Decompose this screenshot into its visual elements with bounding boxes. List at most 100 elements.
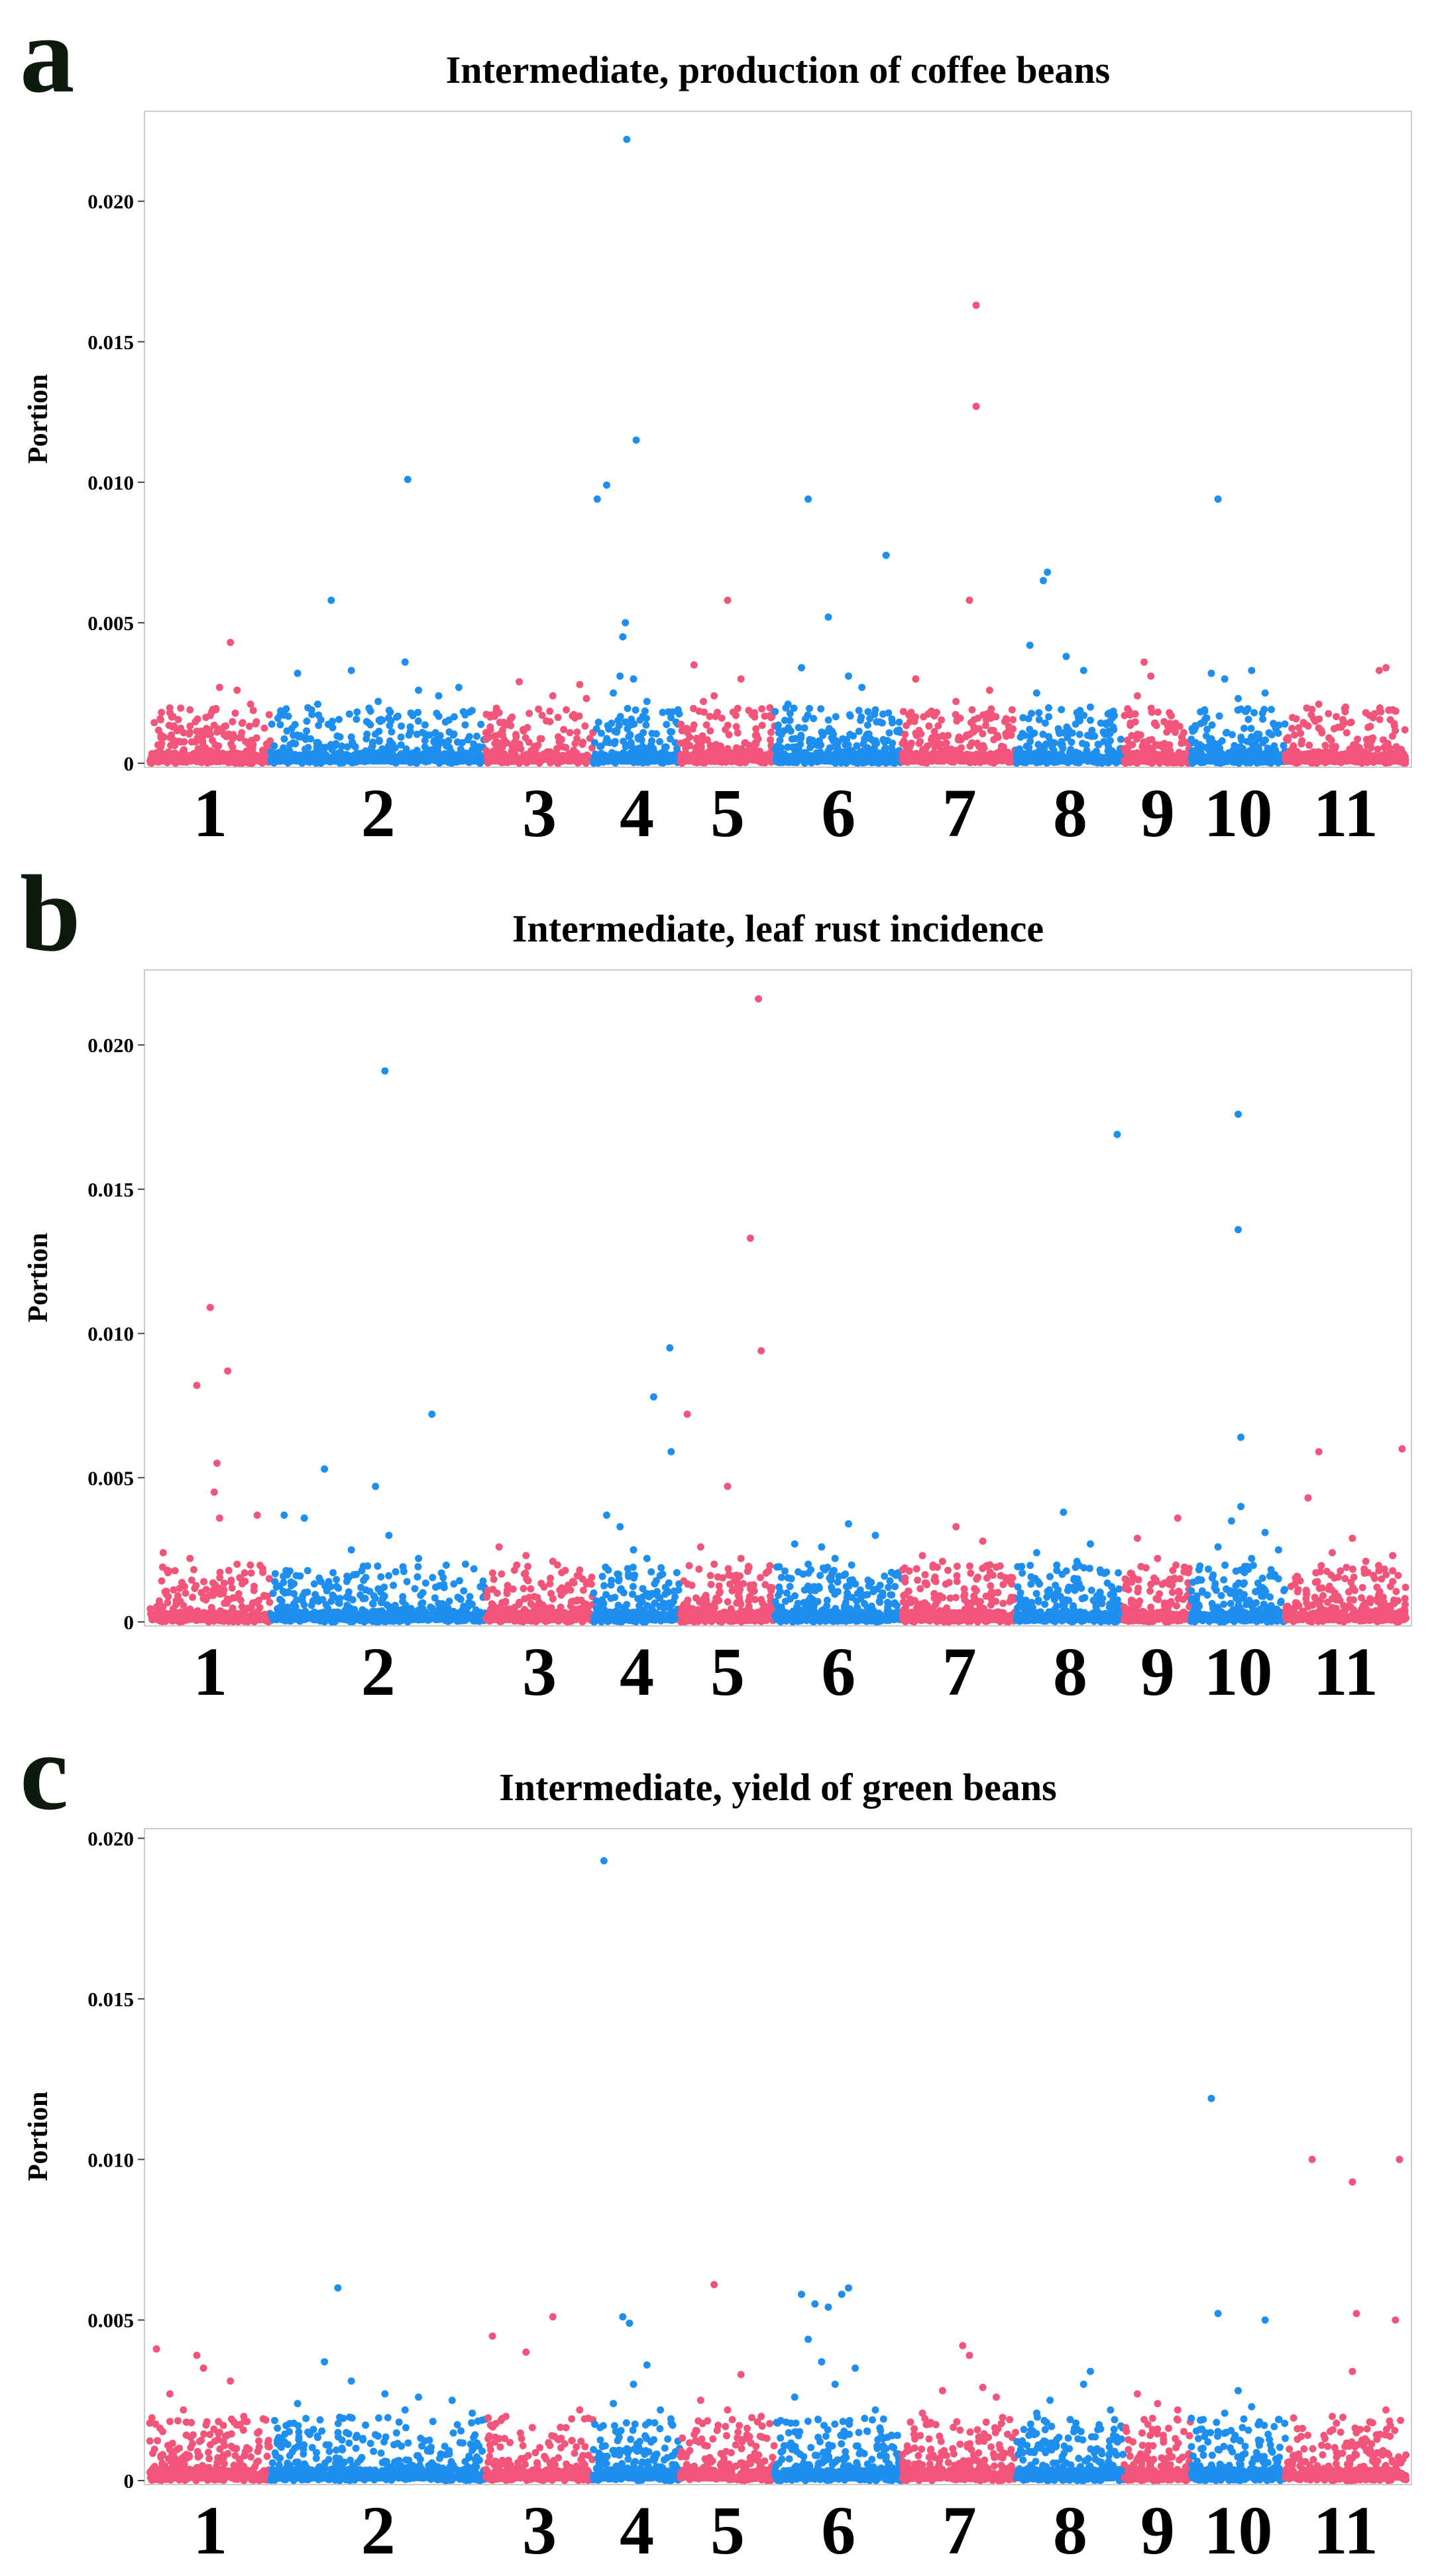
snp-outlier [798, 664, 805, 671]
snp-point [1009, 716, 1017, 724]
snp-point [205, 1619, 212, 1626]
snp-point [546, 708, 553, 715]
snp-point [916, 738, 924, 745]
snp-point [667, 728, 674, 735]
snp-point [421, 731, 429, 738]
snp-point [559, 743, 566, 750]
snp-point [883, 751, 890, 758]
snp-outlier [549, 692, 557, 700]
snp-point [186, 729, 193, 736]
chromosome-label: 1 [193, 1634, 227, 1710]
snp-outlier [1248, 667, 1255, 674]
snp-point [507, 722, 514, 729]
snp-point [1253, 759, 1260, 767]
snp-outlier [402, 659, 409, 666]
snp-point [767, 729, 775, 736]
snp-point [1033, 754, 1040, 761]
snp-point [855, 727, 863, 735]
snp-outlier [912, 675, 919, 682]
snp-point [1221, 753, 1229, 761]
snp-point [435, 713, 443, 720]
snp-point [639, 729, 647, 736]
snp-point [1055, 725, 1062, 733]
snp-point [624, 705, 632, 712]
snp-point [256, 1562, 264, 1569]
snp-point [250, 1587, 258, 1594]
snp-point [805, 757, 812, 765]
snp-point [974, 715, 981, 722]
snp-point [1134, 731, 1141, 738]
snp-point [434, 743, 441, 751]
y-tick-label: 0 [124, 752, 135, 775]
snp-point [1084, 731, 1091, 739]
snp-outlier [1040, 577, 1047, 584]
y-tick-label: 0.010 [87, 471, 134, 494]
snp-point [421, 722, 429, 729]
snp-point [579, 754, 586, 761]
snp-outlier [1026, 641, 1034, 649]
snp-point [925, 722, 932, 729]
snp-outlier [623, 136, 630, 143]
snp-point [599, 756, 606, 763]
snp-point [1189, 739, 1197, 746]
snp-point [846, 711, 853, 718]
snp-point [970, 724, 977, 731]
snp-point [539, 712, 546, 719]
snp-point [1325, 710, 1332, 718]
snp-point [573, 729, 580, 736]
snp-outlier [973, 301, 980, 309]
snp-point [724, 722, 732, 729]
snp-point [1127, 712, 1134, 719]
snp-point [1045, 713, 1052, 720]
snp-point [175, 726, 182, 733]
snp-point [525, 710, 533, 717]
y-tick-label: 0.015 [87, 1178, 134, 1201]
snp-point [620, 737, 627, 745]
snp-point [973, 739, 981, 747]
snp-outlier [186, 706, 193, 714]
snp-outlier [1235, 695, 1242, 702]
snp-point [879, 710, 887, 718]
snp-point [337, 733, 344, 741]
snp-outlier [1140, 659, 1148, 666]
snp-outlier [932, 709, 940, 716]
snp-point [260, 1593, 268, 1600]
snp-point [734, 759, 742, 766]
snp-point [169, 1617, 176, 1625]
snp-outlier [952, 698, 960, 705]
snp-outlier [1063, 653, 1070, 660]
snp-point [190, 1566, 197, 1574]
snp-point [1019, 750, 1026, 757]
snp-point [1156, 757, 1163, 764]
snp-point [1046, 754, 1053, 761]
snp-outlier [710, 692, 718, 700]
snp-point [1009, 706, 1016, 714]
snp-outlier [233, 686, 241, 694]
snp-point [733, 723, 740, 730]
snp-point [335, 716, 343, 723]
snp-point [462, 722, 469, 729]
snp-point [246, 723, 253, 730]
snp-outlier [973, 403, 980, 410]
snp-outlier [1168, 712, 1175, 719]
snp-point [439, 752, 447, 759]
snp-point [663, 721, 670, 728]
snp-point [436, 759, 443, 767]
snp-point [398, 722, 405, 729]
snp-point [1255, 750, 1262, 757]
snp-point [422, 757, 429, 765]
snp-outlier [254, 1511, 261, 1519]
snp-point [295, 733, 302, 741]
snp-point [1291, 731, 1298, 739]
snp-point [928, 757, 935, 765]
snp-point [994, 732, 1001, 739]
snp-point [158, 740, 166, 747]
snp-point [451, 713, 458, 720]
snp-point [579, 739, 586, 746]
snp-point [839, 735, 846, 743]
snp-point [1382, 751, 1389, 758]
snp-point [1083, 741, 1090, 749]
snp-point [252, 718, 260, 725]
snp-point [1235, 755, 1242, 763]
snp-point [825, 716, 832, 724]
